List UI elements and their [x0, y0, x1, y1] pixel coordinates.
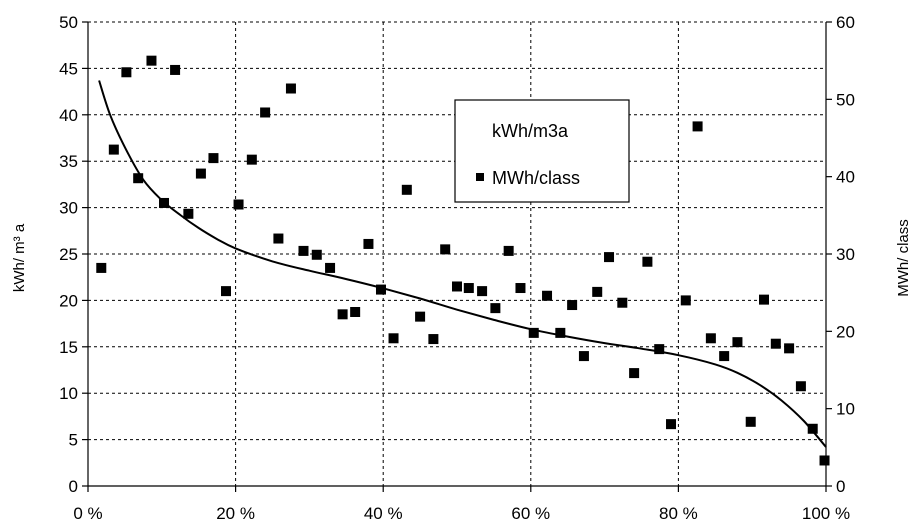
x-tick-label: 80 %	[659, 504, 698, 523]
scatter-point	[477, 286, 488, 297]
scatter-point	[183, 208, 194, 219]
x-tick-label: 0 %	[73, 504, 102, 523]
scatter-point	[490, 303, 501, 314]
right-y-tick-label: 40	[836, 168, 855, 187]
left-y-tick-label: 45	[59, 59, 78, 78]
scatter-point	[233, 199, 244, 210]
scatter-point	[298, 245, 309, 256]
x-tick-labels: 0 % 20 % 40 % 60 % 80 % 100 %	[73, 504, 850, 523]
scatter-point	[325, 262, 336, 273]
scatter-point	[705, 333, 716, 344]
scatter-point	[578, 351, 589, 362]
right-y-tick-label: 10	[836, 400, 855, 419]
scatter-point	[311, 249, 322, 260]
left-y-tick-label: 50	[59, 13, 78, 32]
scatter-point	[273, 233, 284, 244]
left-y-tick-label: 0	[69, 477, 78, 496]
scatter-point	[159, 197, 170, 208]
scatter-point	[440, 244, 451, 255]
scatter-point	[337, 309, 348, 320]
scatter-series-mwh-class	[96, 55, 830, 466]
scatter-point	[719, 351, 730, 362]
scatter-point	[680, 295, 691, 306]
scatter-point	[463, 283, 474, 294]
legend-marker-square	[476, 173, 484, 181]
right-y-tick-label: 50	[836, 90, 855, 109]
scatter-point	[567, 300, 578, 311]
left-y-tick-label: 30	[59, 199, 78, 218]
scatter-point	[401, 184, 412, 195]
scatter-point	[784, 343, 795, 354]
scatter-point	[642, 256, 653, 267]
legend-box	[454, 99, 630, 203]
legend-entry-kwh-m3a: kWh/m3a	[492, 121, 569, 141]
scatter-point	[654, 344, 665, 355]
scatter-point	[415, 311, 426, 322]
scatter-point	[208, 153, 219, 164]
scatter-point	[452, 281, 462, 292]
scatter-point	[375, 284, 386, 295]
left-y-tick-label: 25	[59, 245, 78, 264]
scatter-point	[96, 262, 107, 273]
x-tick-label: 20 %	[216, 504, 255, 523]
left-y-tick-label: 20	[59, 291, 78, 310]
right-y-tick-label: 0	[836, 477, 845, 496]
legend: kWh/m3a MWh/class	[454, 99, 630, 203]
scatter-point	[121, 67, 132, 78]
left-y-tick-label: 40	[59, 106, 78, 125]
scatter-point	[604, 252, 615, 263]
axes	[82, 21, 832, 492]
left-y-tick-labels: 0 5 10 15 20 25 30 35 40 45 50	[59, 13, 78, 496]
right-y-tick-label: 30	[836, 245, 855, 264]
left-y-tick-label: 5	[69, 431, 78, 450]
left-y-axis-label: kWh/ m³ a	[11, 223, 28, 292]
scatter-point	[732, 337, 743, 348]
legend-entry-mwh-class: MWh/class	[492, 168, 580, 188]
right-y-tick-label: 60	[836, 13, 855, 32]
scatter-point	[692, 121, 703, 132]
scatter-point	[146, 55, 157, 66]
scatter-point	[617, 297, 628, 308]
grid	[88, 21, 827, 486]
scatter-point	[819, 455, 830, 466]
x-tick-label: 60 %	[511, 504, 550, 523]
scatter-point	[170, 64, 181, 75]
scatter-point	[285, 83, 296, 94]
right-y-tick-labels: 0 10 20 30 40 50 60	[836, 13, 855, 496]
scatter-point	[592, 286, 603, 297]
scatter-point	[807, 423, 818, 434]
scatter-point	[246, 154, 257, 165]
right-y-axis-label: MWh/ class	[895, 219, 912, 297]
scatter-point	[363, 238, 374, 249]
scatter-point	[555, 327, 566, 338]
scatter-point	[759, 294, 770, 305]
scatter-point	[542, 290, 553, 301]
scatter-point	[428, 334, 439, 345]
scatter-point	[795, 381, 806, 392]
scatter-point	[770, 338, 781, 349]
scatter-point	[195, 168, 206, 179]
right-y-tick-label: 20	[836, 322, 855, 341]
left-y-tick-label: 10	[59, 384, 78, 403]
scatter-point	[260, 107, 271, 118]
x-tick-label: 100 %	[802, 504, 850, 523]
left-y-tick-label: 15	[59, 338, 78, 357]
scatter-point	[666, 419, 677, 430]
left-y-tick-label: 35	[59, 152, 78, 171]
x-tick-label: 40 %	[364, 504, 403, 523]
scatter-point	[503, 245, 514, 256]
scatter-point	[629, 368, 640, 379]
scatter-point	[108, 144, 119, 155]
scatter-point	[388, 333, 399, 344]
scatter-point	[745, 416, 756, 427]
scatter-point	[221, 286, 232, 297]
scatter-point	[528, 327, 539, 338]
scatter-point	[133, 173, 144, 184]
scatter-point	[515, 283, 526, 294]
scatter-point	[350, 307, 361, 317]
